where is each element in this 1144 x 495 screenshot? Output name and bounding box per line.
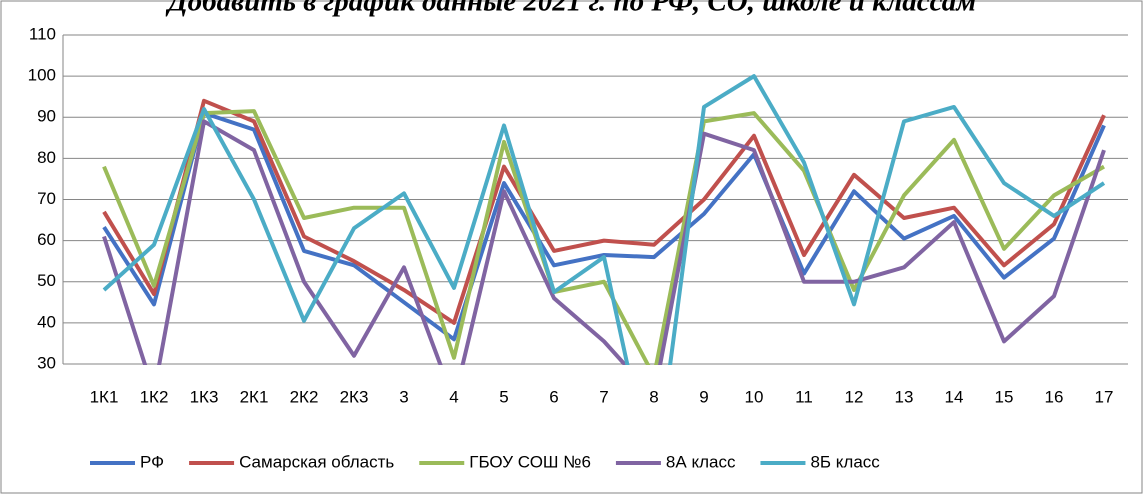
series-line bbox=[102, 119, 1106, 365]
y-tick-label: 60 bbox=[37, 230, 56, 249]
x-tick-label: 16 bbox=[1045, 387, 1064, 406]
x-tick-label: 3 bbox=[399, 387, 408, 406]
x-tick-label: 9 bbox=[699, 387, 708, 406]
x-tick-label: 1К3 bbox=[190, 387, 219, 406]
x-tick-label: 7 bbox=[599, 387, 608, 406]
y-tick-label: 70 bbox=[37, 189, 56, 208]
y-tick-label: 100 bbox=[28, 66, 56, 85]
x-tick-label: 11 bbox=[795, 387, 813, 406]
x-tick-label: 8 bbox=[649, 387, 658, 406]
x-tick-label: 1К2 bbox=[140, 387, 169, 406]
legend-label: Самарская область bbox=[239, 452, 394, 471]
legend-label: ГБОУ СОШ №6 bbox=[469, 452, 591, 471]
x-tick-label: 12 bbox=[845, 387, 864, 406]
legend-label: 8Б класс bbox=[810, 452, 880, 471]
x-tick-label: 2К2 bbox=[290, 387, 319, 406]
chart-title: Добавить в график данные 2021 г. по РФ, … bbox=[165, 0, 976, 18]
x-tick-label: 1К1 bbox=[90, 387, 119, 406]
legend-label: РФ bbox=[140, 452, 164, 471]
series-line bbox=[102, 74, 1106, 365]
y-tick-label: 80 bbox=[37, 148, 56, 167]
x-tick-label: 14 bbox=[945, 387, 964, 406]
x-tick-label: 5 bbox=[499, 387, 508, 406]
y-tick-label: 90 bbox=[37, 107, 56, 126]
x-tick-label: 15 bbox=[995, 387, 1014, 406]
y-tick-label: 40 bbox=[37, 312, 56, 331]
x-tick-label: 10 bbox=[745, 387, 764, 406]
x-tick-label: 6 bbox=[549, 387, 558, 406]
x-tick-label: 17 bbox=[1095, 387, 1114, 406]
series-line bbox=[102, 98, 1106, 325]
legend-label: 8А класс bbox=[666, 452, 736, 471]
x-tick-label: 2К3 bbox=[340, 387, 369, 406]
series-line bbox=[102, 109, 1105, 365]
x-tick-label: 2К1 bbox=[240, 387, 269, 406]
series-line bbox=[102, 111, 1106, 342]
y-tick-label: 110 bbox=[29, 24, 56, 43]
y-tick-label: 50 bbox=[37, 271, 56, 290]
x-tick-label: 13 bbox=[895, 387, 914, 406]
y-tick-label: 30 bbox=[37, 353, 56, 372]
x-tick-label: 4 bbox=[449, 387, 458, 406]
